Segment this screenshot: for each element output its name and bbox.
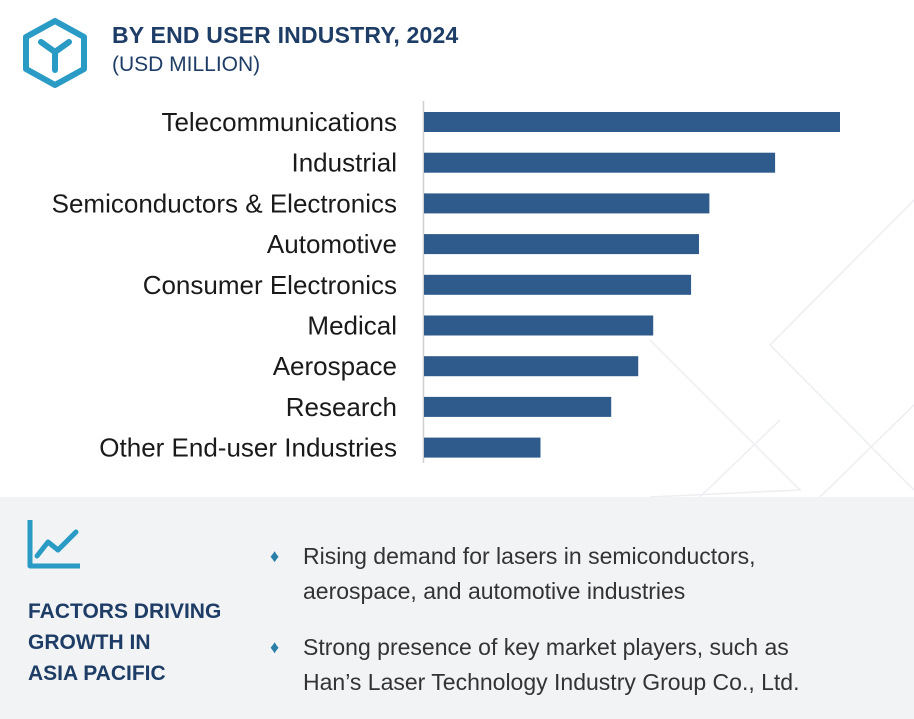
bar bbox=[424, 112, 840, 132]
category-label: Industrial bbox=[292, 148, 398, 178]
factors-heading-line: GROWTH IN bbox=[28, 631, 151, 654]
bar-chart: Telecommunications Industrial Semiconducto… bbox=[52, 101, 840, 463]
factor-bullet-line: Rising demand for lasers in semiconducto… bbox=[303, 543, 756, 569]
diamond-bullet-icon: ♦ bbox=[270, 546, 280, 566]
factors-panel bbox=[0, 497, 914, 719]
category-label: Consumer Electronics bbox=[143, 270, 397, 300]
bar bbox=[424, 152, 776, 173]
logo-icon bbox=[23, 18, 87, 88]
trend-chart-icon bbox=[27, 520, 80, 569]
bar bbox=[424, 437, 541, 458]
category-label: Research bbox=[286, 392, 397, 422]
category-label: Automotive bbox=[267, 229, 397, 259]
category-label: Semiconductors & Electronics bbox=[52, 188, 397, 218]
factor-bullet: ♦ Strong presence of key market players,… bbox=[270, 630, 910, 702]
bar bbox=[424, 315, 654, 336]
bar bbox=[424, 274, 692, 295]
factor-bullet-line: Han’s Laser Technology Industry Group Co… bbox=[303, 669, 800, 695]
factors-heading: FACTORS DRIVING GROWTH IN ASIA PACIFIC bbox=[28, 596, 248, 689]
bar bbox=[424, 193, 710, 214]
factor-bullet: ♦ Rising demand for lasers in semiconduc… bbox=[270, 539, 910, 611]
factor-bullet-line: Strong presence of key market players, s… bbox=[303, 634, 789, 660]
chart-subtitle: (USD MILLION) bbox=[112, 53, 261, 76]
factors-heading-line: FACTORS DRIVING bbox=[28, 600, 222, 623]
bar bbox=[424, 356, 639, 377]
category-label: Telecommunications bbox=[161, 107, 397, 137]
category-label: Other End-user Industries bbox=[99, 433, 397, 463]
factor-bullet-text: Strong presence of key market players, s… bbox=[303, 630, 893, 700]
chart-title: BY END USER INDUSTRY, 2024 bbox=[112, 22, 459, 48]
category-label: Medical bbox=[307, 311, 397, 341]
factors-heading-line: ASIA PACIFIC bbox=[28, 662, 166, 685]
factor-bullet-text: Rising demand for lasers in semiconducto… bbox=[303, 539, 893, 609]
bar bbox=[424, 396, 612, 417]
factor-bullet-line: aerospace, and automotive industries bbox=[303, 578, 686, 604]
diamond-bullet-icon: ♦ bbox=[270, 637, 280, 657]
bar bbox=[424, 234, 699, 255]
category-label: Aerospace bbox=[273, 351, 397, 381]
